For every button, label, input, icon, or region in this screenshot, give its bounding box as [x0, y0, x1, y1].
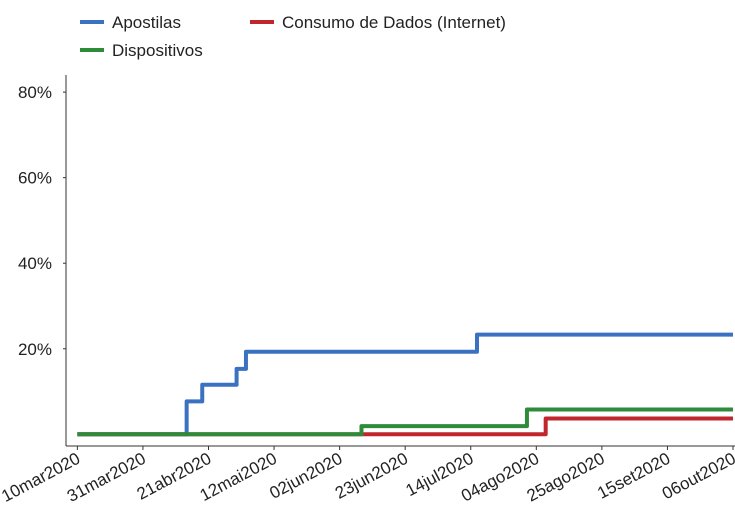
series-line: [77, 332, 733, 437]
series-line: [77, 407, 733, 437]
x-tick-label: 02jun2020: [266, 449, 345, 503]
x-tick-label: 06out2020: [659, 449, 735, 504]
y-tick-label: 60%: [18, 169, 52, 188]
y-tick-label: 40%: [18, 254, 52, 273]
x-tick-label: 15set2020: [594, 449, 673, 503]
legend-label: Consumo de Dados (Internet): [282, 13, 506, 32]
y-tick-label: 80%: [18, 83, 52, 102]
legend-label: Dispositivos: [112, 41, 203, 60]
legend-label: Apostilas: [112, 13, 181, 32]
legend-item: Dispositivos: [80, 41, 203, 60]
legend-item: Consumo de Dados (Internet): [250, 13, 506, 32]
x-tick-label: 23jun2020: [332, 449, 411, 503]
y-tick-label: 20%: [18, 340, 52, 359]
legend-item: Apostilas: [80, 13, 181, 32]
